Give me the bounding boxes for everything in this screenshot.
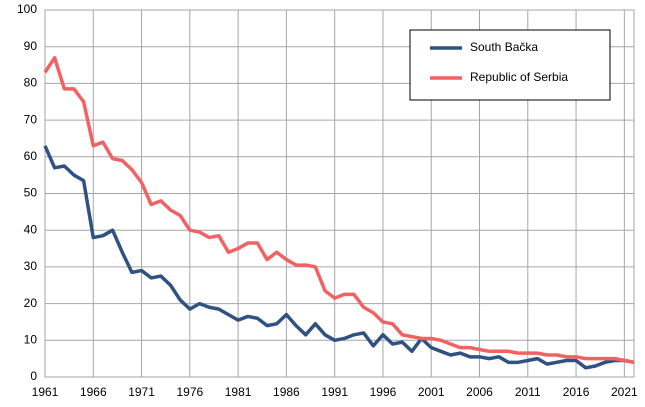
y-tick-label: 50 xyxy=(24,186,38,200)
x-tick-label: 1976 xyxy=(176,385,203,399)
x-tick-label: 2011 xyxy=(515,385,541,399)
legend-label: South Bačka xyxy=(470,40,538,54)
x-tick-label: 2006 xyxy=(466,385,493,399)
y-tick-label: 40 xyxy=(24,222,38,236)
x-tick-label: 1991 xyxy=(321,385,348,399)
x-tick-label: 1966 xyxy=(80,385,107,399)
x-tick-label: 1986 xyxy=(273,385,300,399)
series-line xyxy=(43,55,635,365)
x-tick-label: 1961 xyxy=(32,385,59,399)
x-tick-label: 2021 xyxy=(611,385,638,399)
x-tick-label: 2016 xyxy=(563,385,590,399)
y-tick-label: 20 xyxy=(24,296,38,310)
plot-border xyxy=(44,9,635,378)
x-tick-label: 2001 xyxy=(418,385,445,399)
x-tick-label: 1996 xyxy=(370,385,397,399)
y-tick-label: 0 xyxy=(30,369,37,383)
y-tick-label: 100 xyxy=(17,2,37,16)
y-tick-label: 90 xyxy=(24,39,38,53)
y-tick-label: 30 xyxy=(24,259,38,273)
y-tick-label: 10 xyxy=(24,332,38,346)
y-tick-label: 80 xyxy=(24,76,38,90)
x-tick-label: 1981 xyxy=(225,385,252,399)
y-tick-label: 60 xyxy=(24,149,38,163)
legend-label: Republic of Serbia xyxy=(470,70,568,84)
x-tick-label: 1971 xyxy=(128,385,155,399)
series-line xyxy=(43,145,635,370)
y-tick-label: 70 xyxy=(24,112,38,126)
legend-box xyxy=(409,29,611,101)
